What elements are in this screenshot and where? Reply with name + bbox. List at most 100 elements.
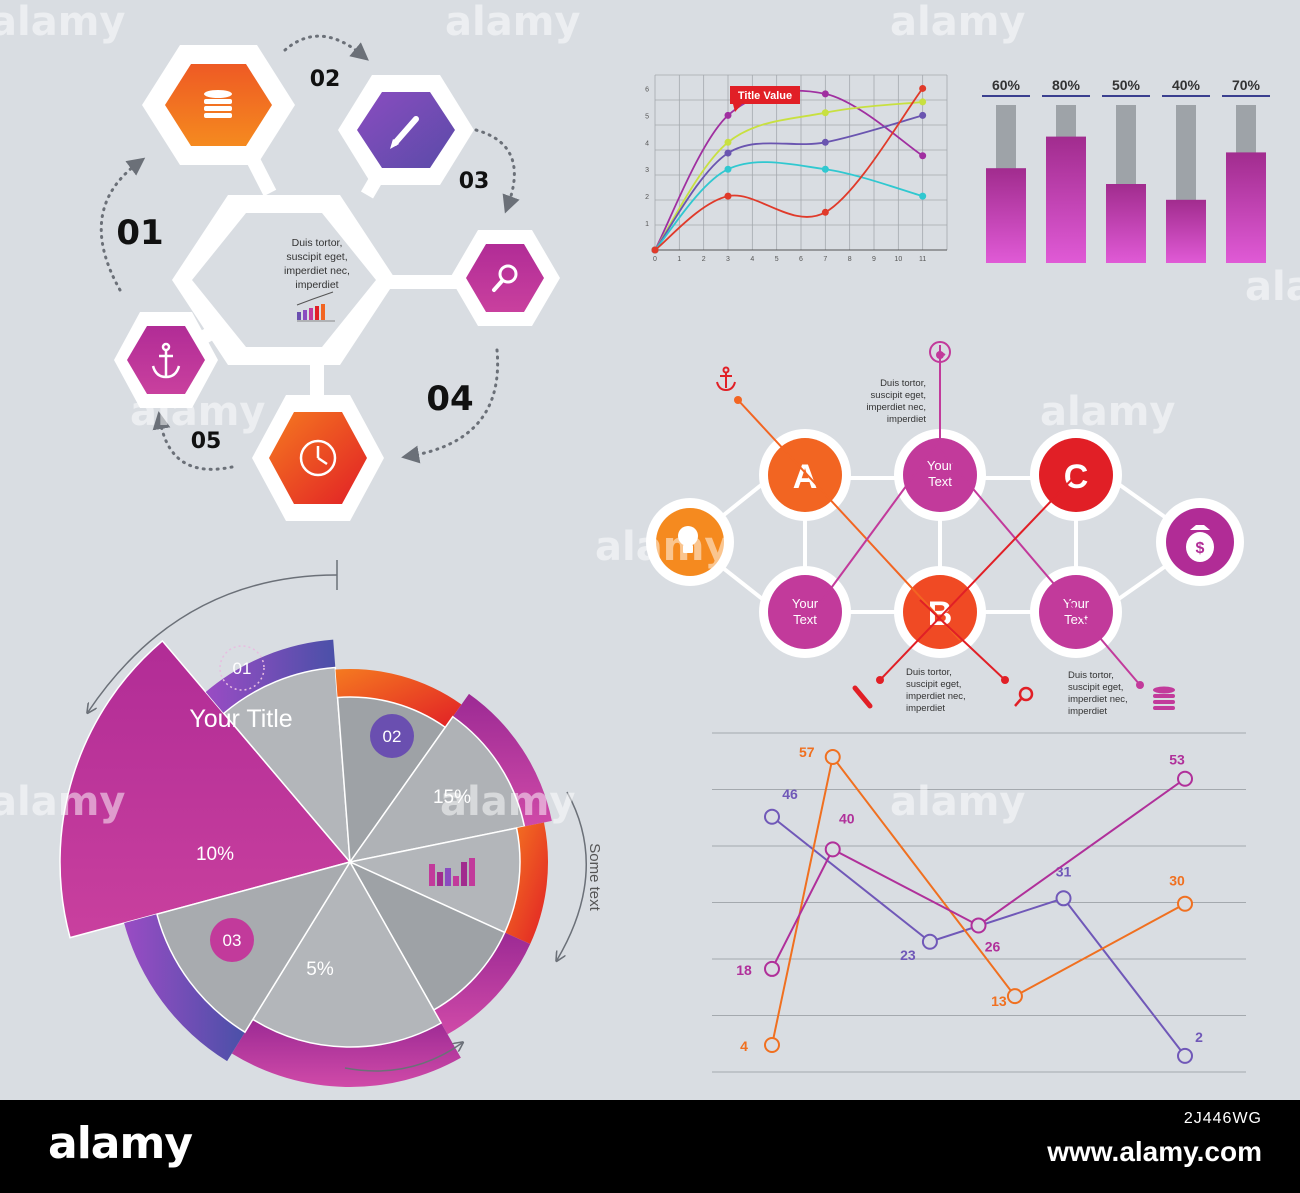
y-tick-label: 3 <box>645 167 649 174</box>
series-line <box>654 87 924 251</box>
series-point <box>919 111 927 119</box>
x-tick-label: 5 <box>775 256 779 263</box>
pie-slice <box>222 666 351 865</box>
data-label: 30 <box>1169 873 1185 889</box>
series-point <box>821 109 829 117</box>
x-tick-label: 6 <box>799 256 803 263</box>
line-chart-grid <box>654 74 948 251</box>
infographic-canvas: Duis tortor, suscipit eget, imperdiet ne… <box>0 0 1300 1088</box>
bar-label: 60% <box>992 77 1021 93</box>
data-label: 23 <box>900 947 916 963</box>
series-line <box>771 777 1186 970</box>
database-hexagon[interactable] <box>165 64 272 146</box>
node-label-line: Your <box>792 596 819 611</box>
data-label: 53 <box>1169 752 1185 768</box>
pie-title: Your Title <box>189 705 292 733</box>
bar-label: 70% <box>1232 77 1261 93</box>
watermark: alamy <box>130 389 265 435</box>
watermark: alamy <box>1040 389 1175 435</box>
series-point <box>764 1037 780 1053</box>
pie-pct-15: 15% <box>433 787 471 808</box>
search-icon <box>492 264 518 292</box>
hexagon-cycle: Duis tortor, suscipit eget, imperdiet ne… <box>99 34 560 521</box>
y-tick-label: 1 <box>645 221 649 228</box>
node-your-text-top[interactable] <box>903 438 977 512</box>
node-label-line: Text <box>793 612 817 627</box>
series-line <box>654 114 923 251</box>
step-number-01: 01 <box>116 213 163 253</box>
series-point <box>824 841 841 858</box>
database-icon <box>204 90 232 118</box>
series-point <box>919 84 927 92</box>
title-value-callout: Title Value <box>730 86 800 112</box>
series-point <box>1055 890 1072 907</box>
series-point <box>764 960 780 977</box>
node-your-text-left[interactable] <box>768 575 842 649</box>
pencil-icon <box>852 685 873 709</box>
caption-line: Duis tortor, <box>906 667 952 678</box>
footer-bar: alamy 2J446WG www.alamy.com <box>0 1100 1300 1193</box>
mini-bar-chart-icon <box>296 291 335 322</box>
callout-label: Title Value <box>738 90 792 102</box>
pie-ring-segment <box>452 693 552 827</box>
data-label: 26 <box>985 938 1001 954</box>
segmented-pie-chart: 01 Your Title 02 03 15% 10% 5% <box>59 560 603 1088</box>
series-point <box>821 90 829 98</box>
step-number-04: 04 <box>426 379 473 419</box>
caption-line: suscipit eget, <box>1068 682 1123 693</box>
bar-fill <box>1166 199 1206 263</box>
series-point <box>1177 1047 1193 1064</box>
y-tick-label: 6 <box>645 86 649 93</box>
x-tick-label: 4 <box>750 256 754 263</box>
x-tick-label: 7 <box>823 256 827 263</box>
pie-ring-segment <box>433 932 531 1035</box>
node-b[interactable] <box>903 575 977 649</box>
node-label-line: Text <box>928 474 952 489</box>
site-url: www.alamy.com <box>1047 1136 1262 1167</box>
pie-badge-03-circle <box>210 918 254 962</box>
series-point <box>764 808 780 825</box>
footer-logo: alamy <box>48 1118 193 1169</box>
anchor-icon <box>151 342 181 379</box>
data-label: 18 <box>736 962 752 978</box>
caption-line: imperdiet nec, <box>866 402 926 413</box>
pie-bar-chart-icon <box>429 858 475 886</box>
x-tick-label: 2 <box>702 256 706 263</box>
series-point <box>919 192 927 200</box>
center-text-line: imperdiet nec, <box>284 265 350 277</box>
series-point <box>724 149 732 157</box>
x-tick-label: 3 <box>726 256 730 263</box>
watermark: alamy <box>1245 264 1300 310</box>
clock-icon <box>929 341 951 363</box>
x-tick-label: 10 <box>894 256 902 263</box>
caption-line: imperdiet nec, <box>906 691 966 702</box>
pie-badge-02: 02 <box>383 727 402 746</box>
center-text-line: imperdiet <box>295 279 338 291</box>
series-point <box>651 246 659 254</box>
data-label: 2 <box>1195 1029 1203 1045</box>
search-hexagon[interactable] <box>466 244 544 312</box>
series-point <box>1006 988 1023 1005</box>
bar-fill <box>1226 152 1266 263</box>
footer-meta: 2J446WG www.alamy.com <box>1047 1110 1262 1168</box>
step-number-05: 05 <box>191 429 222 454</box>
node-label-line: Your <box>1063 596 1090 611</box>
center-text-line: Duis tortor, <box>292 237 343 249</box>
caption-line: suscipit eget, <box>871 390 926 401</box>
watermark: alamy <box>445 0 580 45</box>
x-tick-label: 9 <box>872 256 876 263</box>
lightbulb-icon <box>678 526 698 553</box>
infographic-stage: Duis tortor, suscipit eget, imperdiet ne… <box>0 0 1300 1088</box>
pie-badge-02-circle <box>370 714 414 758</box>
x-tick-label: 8 <box>848 256 852 263</box>
pencil-icon <box>390 116 419 149</box>
x-tick-label: 0 <box>653 256 657 263</box>
step-number-03: 03 <box>459 169 490 194</box>
pie-slice <box>251 860 443 1048</box>
bar-label: 80% <box>1052 77 1081 93</box>
caption-line: Duis tortor, <box>1068 670 1114 681</box>
y-tick-label: 5 <box>645 113 649 120</box>
pie-badge-03: 03 <box>223 931 242 950</box>
series-line <box>654 161 923 251</box>
